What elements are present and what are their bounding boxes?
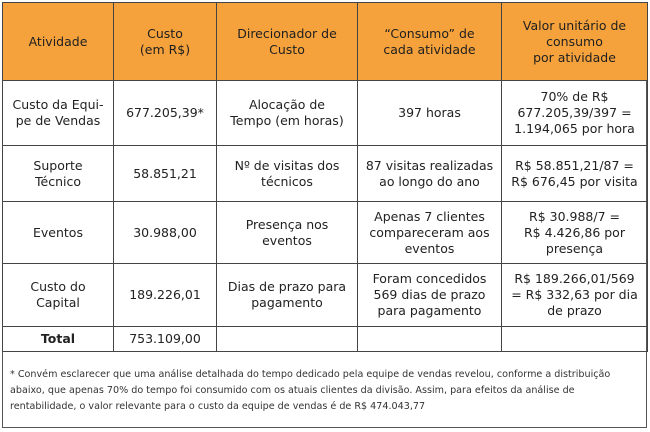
cell-valor-unitario: 70% de R$ 677.205,39/397 = 1.194,065 por h… (501, 80, 648, 146)
cell-consumo: 397 horas (357, 80, 502, 146)
total-row: Total 753.109,00 (2, 326, 648, 352)
cell-valor-unitario: R$ 30.988/7 = R$ 4.426,86 por presença (501, 201, 648, 264)
header-custo: Custo (em R$) (113, 2, 217, 81)
cell-atividade: Eventos (2, 201, 114, 264)
cell-consumo: Apenas 7 clientes compareceram aos eventos (357, 201, 502, 264)
table-row: Custo da Equi-pe de Vendas 677.205,39* A… (2, 80, 648, 146)
empty-cell (357, 326, 502, 352)
cell-valor-unitario: R$ 189.266,01/569 = R$ 332,63 por dia de p… (501, 263, 648, 327)
header-valor-unitario: Valor unitário de consumo por atividade (501, 2, 648, 81)
empty-cell (501, 326, 648, 352)
empty-cell (216, 326, 358, 352)
cell-direcionador: Nº de visitas dos técnicos (216, 145, 358, 202)
table-row: Suporte Técnico 58.851,21 Nº de visitas d… (2, 145, 648, 202)
cell-atividade: Custo da Equi-pe de Vendas (2, 80, 114, 146)
cell-valor-unitario: R$ 58.851,21/87 = R$ 676,45 por visita (501, 145, 648, 202)
header-consumo: “Consumo” de cada atividade (357, 2, 502, 81)
header-row: Atividade Custo (em R$) Direcionador de Cu… (2, 2, 648, 81)
cell-consumo: Foram concedidos 569 dias de prazo para pa… (357, 263, 502, 327)
table-row: Eventos 30.988,00 Presença nos eventos Ap… (2, 201, 648, 264)
cell-atividade: Suporte Técnico (2, 145, 114, 202)
header-atividade: Atividade (2, 2, 114, 81)
cell-direcionador: Presença nos eventos (216, 201, 358, 264)
cost-table: Atividade Custo (em R$) Direcionador de Cu… (2, 2, 648, 352)
cell-atividade: Custo do Capital (2, 263, 114, 327)
total-value: 753.109,00 (113, 326, 217, 352)
cell-direcionador: Alocação de Tempo (em horas) (216, 80, 358, 146)
cell-custo: 189.226,01 (113, 263, 217, 327)
cell-direcionador: Dias de prazo para pagamento (216, 263, 358, 327)
cell-consumo: 87 visitas realizadas ao longo do ano (357, 145, 502, 202)
cell-custo: 30.988,00 (113, 201, 217, 264)
header-direcionador: Direcionador de Custo (216, 2, 358, 81)
total-label: Total (2, 326, 114, 352)
footnote: * Convém esclarecer que uma análise deta… (10, 369, 611, 412)
cell-custo: 58.851,21 (113, 145, 217, 202)
table-row: Custo do Capital 189.226,01 Dias de prazo… (2, 263, 648, 327)
cell-custo: 677.205,39* (113, 80, 217, 146)
